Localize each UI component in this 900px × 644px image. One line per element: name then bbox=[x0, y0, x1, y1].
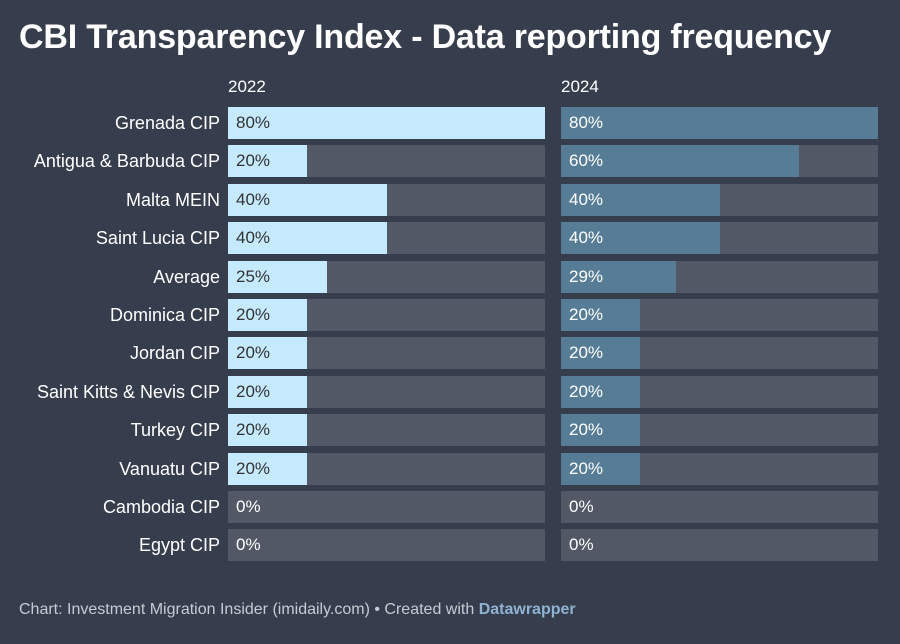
bar-track-2022: 0% bbox=[228, 529, 545, 561]
bar-track-2024: 80% bbox=[561, 107, 878, 139]
category-label: Saint Kitts & Nevis CIP bbox=[36, 382, 220, 402]
value-label-2022: 0% bbox=[236, 497, 261, 516]
column-header-2022: 2022 bbox=[228, 77, 266, 96]
category-label: Dominica CIP bbox=[109, 305, 220, 325]
value-label-2024: 29% bbox=[569, 267, 604, 286]
bar-track-2022: 20% bbox=[228, 145, 545, 177]
bar-track-2022: 80% bbox=[228, 107, 545, 139]
bar-track-2024: 0% bbox=[561, 491, 878, 523]
bar-2024[interactable] bbox=[561, 222, 720, 254]
bar-track-2022: 20% bbox=[228, 453, 545, 485]
value-label-2022: 20% bbox=[236, 305, 271, 324]
category-label: Turkey CIP bbox=[130, 420, 220, 440]
category-label: Cambodia CIP bbox=[102, 497, 220, 517]
bar-track-2022: 0% bbox=[228, 491, 545, 523]
bar-2024[interactable] bbox=[561, 107, 878, 139]
bar-2024[interactable] bbox=[561, 299, 641, 331]
bar-track-2024: 60% bbox=[561, 145, 878, 177]
category-label: Saint Lucia CIP bbox=[95, 228, 220, 248]
bar-2022[interactable] bbox=[228, 414, 308, 446]
bar-track-2022: 40% bbox=[228, 184, 545, 216]
bar-track-2022: 40% bbox=[228, 222, 545, 254]
value-label-2024: 20% bbox=[569, 343, 604, 362]
value-label-2024: 60% bbox=[569, 151, 604, 170]
footer-tool-link[interactable]: Datawrapper bbox=[478, 601, 576, 618]
bar-2022[interactable] bbox=[228, 453, 308, 485]
value-label-2024: 40% bbox=[569, 228, 604, 247]
column-header-2024: 2024 bbox=[561, 77, 599, 96]
bar-track-2024: 20% bbox=[561, 414, 878, 446]
bar-track-2022: 20% bbox=[228, 337, 545, 369]
bar-track-2024: 40% bbox=[561, 184, 878, 216]
value-label-2022: 20% bbox=[236, 420, 271, 439]
category-label: Grenada CIP bbox=[114, 113, 220, 133]
category-label: Antigua & Barbuda CIP bbox=[33, 151, 220, 171]
value-label-2024: 0% bbox=[569, 535, 594, 554]
category-label: Jordan CIP bbox=[129, 343, 220, 363]
value-label-2022: 20% bbox=[236, 151, 271, 170]
value-label-2022: 20% bbox=[236, 382, 271, 401]
bar-track-2022: 25% bbox=[228, 261, 545, 293]
value-label-2024: 20% bbox=[569, 305, 604, 324]
value-label-2024: 40% bbox=[569, 190, 604, 209]
value-label-2022: 0% bbox=[236, 535, 261, 554]
value-label-2022: 80% bbox=[236, 113, 271, 132]
bar-2024[interactable] bbox=[561, 376, 641, 408]
value-label-2024: 0% bbox=[569, 497, 594, 516]
value-label-2022: 20% bbox=[236, 459, 271, 478]
bar-2024[interactable] bbox=[561, 261, 676, 293]
category-label: Vanuatu CIP bbox=[119, 459, 220, 479]
bar-track-2024: 20% bbox=[561, 299, 878, 331]
chart-area: 2022 2024 Grenada CIP 80% 80% Antigua & Barbu… bbox=[33, 77, 878, 561]
bar-track-2022: 20% bbox=[228, 376, 545, 408]
category-label: Malta MEIN bbox=[125, 190, 220, 210]
bar-track-2022: 20% bbox=[228, 414, 545, 446]
bar-2024[interactable] bbox=[561, 145, 799, 177]
bar-track-2024: 29% bbox=[561, 261, 878, 293]
value-label-2022: 25% bbox=[236, 267, 271, 286]
category-label: Egypt CIP bbox=[138, 535, 220, 555]
bar-track-2024: 0% bbox=[561, 529, 878, 561]
category-label: Average bbox=[153, 267, 220, 287]
value-label-2022: 40% bbox=[236, 190, 271, 209]
bar-2024[interactable] bbox=[561, 184, 720, 216]
bar-2022[interactable] bbox=[228, 145, 308, 177]
value-label-2022: 20% bbox=[236, 343, 271, 362]
bar-track-2024: 20% bbox=[561, 376, 878, 408]
value-label-2022: 40% bbox=[236, 228, 271, 247]
bar-track-2022: 20% bbox=[228, 299, 545, 331]
bar-2022[interactable] bbox=[228, 184, 387, 216]
bar-2022[interactable] bbox=[228, 299, 308, 331]
bar-track-2024: 40% bbox=[561, 222, 878, 254]
bar-2024[interactable] bbox=[561, 414, 641, 446]
bar-2022[interactable] bbox=[228, 222, 387, 254]
bar-2022[interactable] bbox=[228, 107, 545, 139]
value-label-2024: 20% bbox=[569, 459, 604, 478]
bar-2022[interactable] bbox=[228, 337, 308, 369]
chart-title: CBI Transparency Index - Data reporting … bbox=[19, 18, 832, 56]
value-label-2024: 80% bbox=[569, 113, 604, 132]
bar-2024[interactable] bbox=[561, 337, 641, 369]
footer-source: Chart: Investment Migration Insider (imi… bbox=[19, 601, 479, 618]
chart-footer: Chart: Investment Migration Insider (imi… bbox=[19, 601, 576, 619]
bar-track-2024: 20% bbox=[561, 453, 878, 485]
value-label-2024: 20% bbox=[569, 382, 604, 401]
bar-2024[interactable] bbox=[561, 453, 641, 485]
bar-track-2024: 20% bbox=[561, 337, 878, 369]
bar-2022[interactable] bbox=[228, 261, 328, 293]
value-label-2024: 20% bbox=[569, 420, 604, 439]
bar-2022[interactable] bbox=[228, 376, 308, 408]
